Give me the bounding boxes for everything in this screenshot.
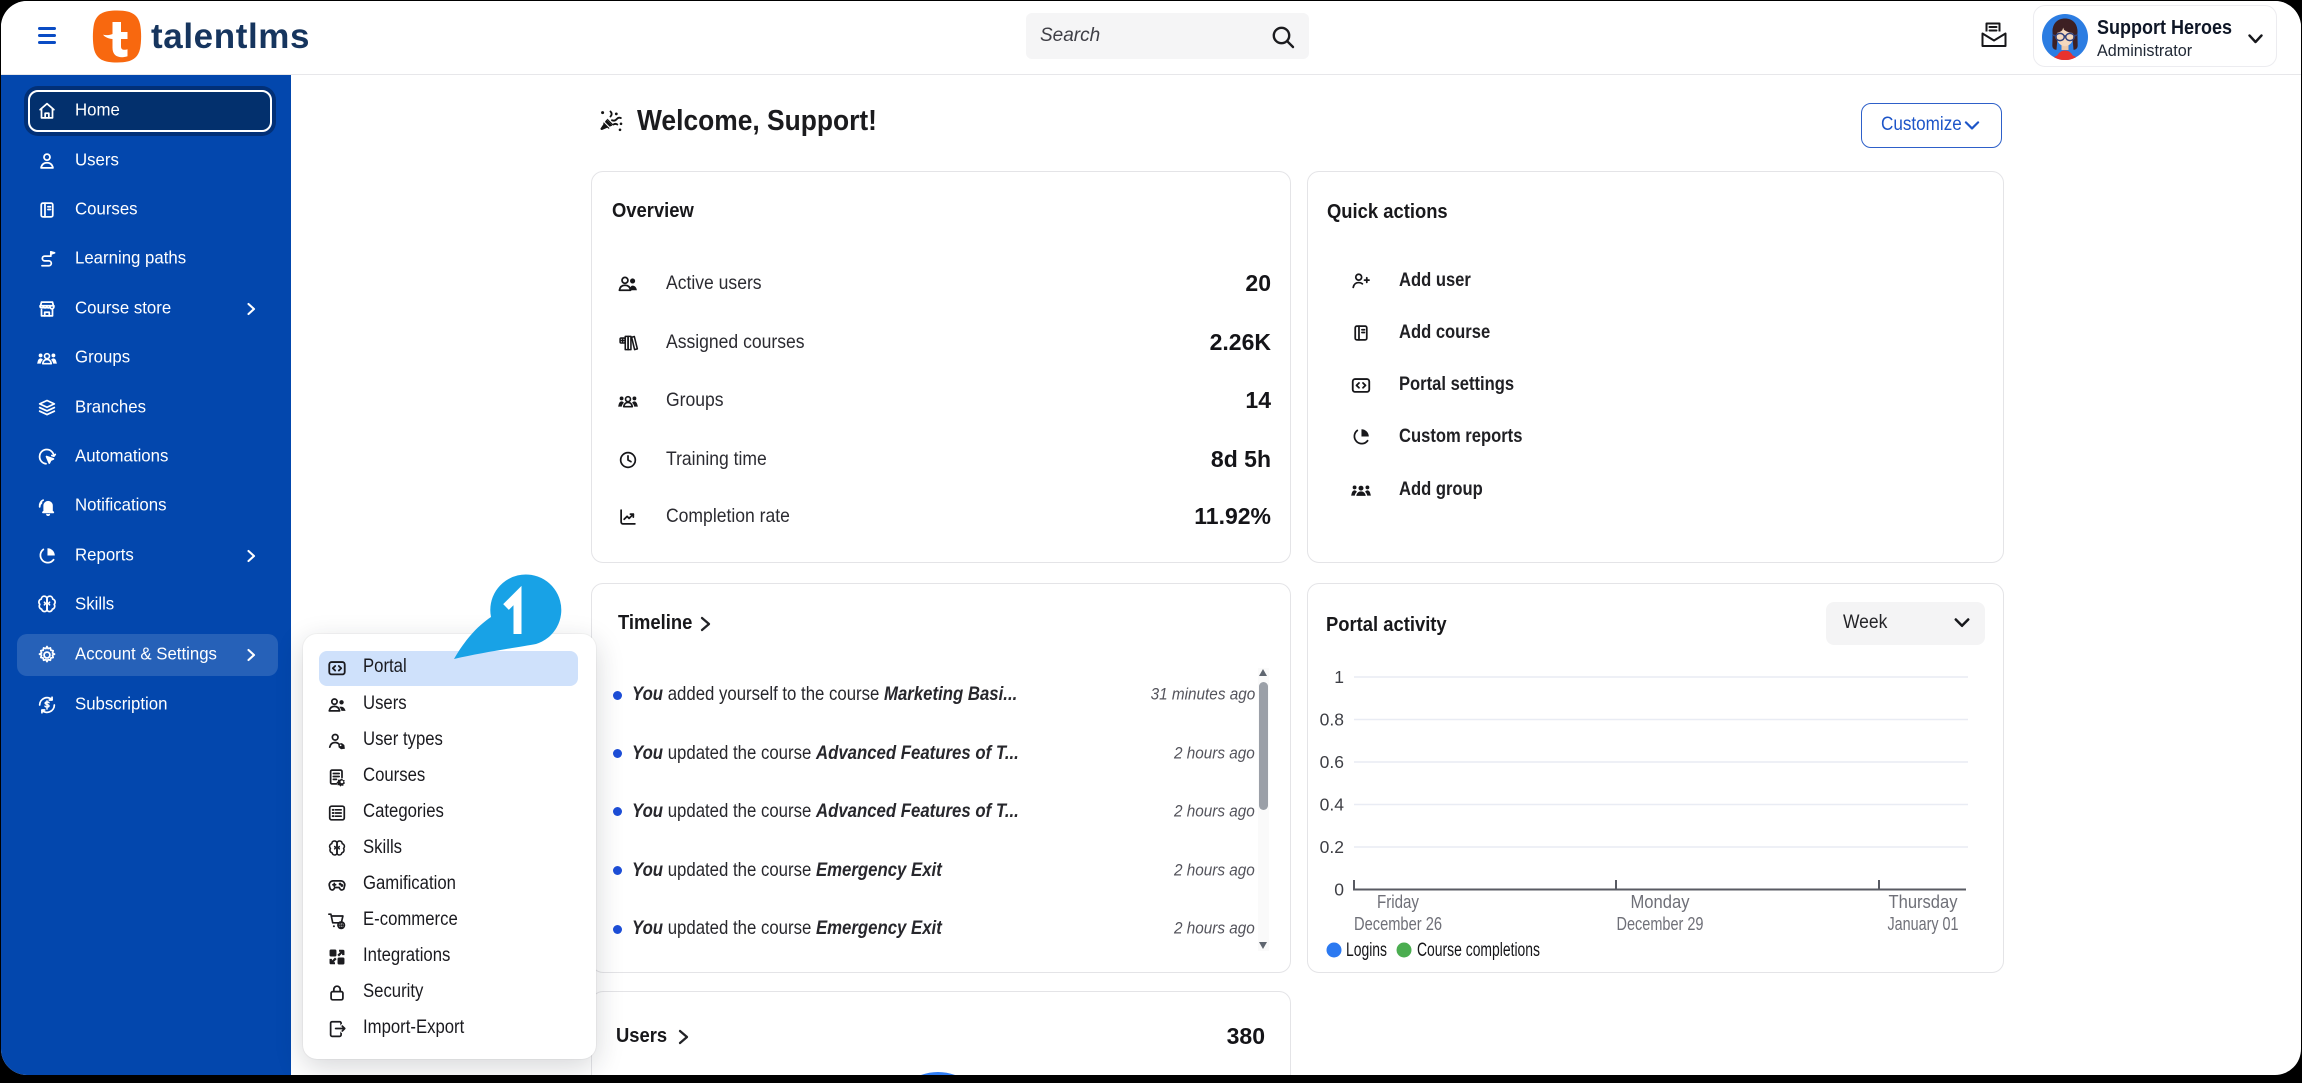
svg-text:0: 0: [1334, 880, 1344, 900]
svg-text:0.2: 0.2: [1320, 837, 1344, 857]
svg-text:0.4: 0.4: [1320, 795, 1345, 815]
svg-text:Monday: Monday: [1631, 891, 1691, 912]
svg-text:0.6: 0.6: [1320, 752, 1344, 772]
svg-text:Friday: Friday: [1377, 891, 1420, 912]
svg-text:Course completions: Course completions: [1417, 940, 1540, 961]
svg-text:Logins: Logins: [1346, 940, 1387, 961]
svg-text:1: 1: [1334, 667, 1344, 687]
svg-text:Thursday: Thursday: [1889, 891, 1959, 912]
svg-text:December 26: December 26: [1354, 913, 1442, 934]
svg-text:January 01: January 01: [1888, 913, 1959, 934]
svg-text:0.8: 0.8: [1320, 710, 1344, 730]
svg-text:December 29: December 29: [1617, 913, 1704, 934]
